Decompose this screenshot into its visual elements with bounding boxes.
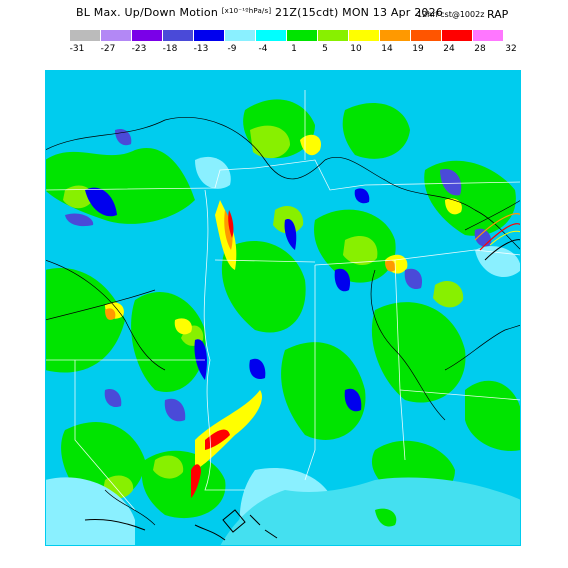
legend-tick-label: 1 — [291, 44, 297, 54]
title-units: [x10⁻¹ºhPa/s] — [221, 7, 272, 15]
gulf-cell — [375, 508, 397, 527]
legend-swatch — [287, 30, 317, 41]
legend-swatch — [380, 30, 410, 41]
legend-tick-label: -31 — [69, 44, 85, 54]
forecast-map — [45, 70, 521, 546]
state-boundaries — [45, 90, 521, 511]
contour-lines — [45, 117, 521, 526]
map-title: BL Max. Up/Down Motion [x10⁻¹ºhPa/s] 21Z… — [76, 6, 443, 19]
legend-ticks: -31 -27 -23 -18 -13 -9 -4 1 5 10 14 19 24 28 32 — [0, 44, 568, 56]
title-prefix: BL Max. Up/Down Motion — [76, 6, 219, 19]
legend-swatch — [473, 30, 503, 41]
title-run: 21Z(15cdt) MON 13 Apr 2026 — [274, 6, 444, 19]
downward-motion-cells — [65, 128, 492, 422]
legend-swatch — [132, 30, 162, 41]
legend-tick-label: 24 — [443, 44, 455, 54]
legend-swatch — [349, 30, 379, 41]
legend-tick-label: -13 — [193, 44, 209, 54]
legend-tick-label: 19 — [412, 44, 424, 54]
legend-tick-label: 5 — [322, 44, 328, 54]
legend-swatch — [256, 30, 286, 41]
legend-swatch — [70, 30, 100, 41]
legend-tick-label: 32 — [505, 44, 517, 54]
legend-swatch — [194, 30, 224, 41]
legend-swatch — [442, 30, 472, 41]
legend-tick-label: 28 — [474, 44, 486, 54]
model-info: 12hrFcst@1002z RAP — [417, 8, 508, 21]
forecast-label: 12hrFcst@1002z — [417, 10, 485, 19]
legend-swatch — [225, 30, 255, 41]
model-name: RAP — [486, 8, 509, 21]
legend-tick-label: -18 — [162, 44, 178, 54]
gulf-water — [220, 477, 521, 546]
map-border — [45, 70, 521, 546]
coastline-features — [84, 509, 278, 541]
legend-swatch — [318, 30, 348, 41]
legend-swatch — [101, 30, 131, 41]
legend-tick-label: -27 — [100, 44, 116, 54]
legend-tick-label: -4 — [258, 44, 268, 54]
legend-tick-label: 14 — [381, 44, 393, 54]
legend-tick-label: 10 — [350, 44, 362, 54]
strong-contours — [474, 213, 521, 261]
legend-tick-label: -9 — [227, 44, 237, 54]
title-bar: BL Max. Up/Down Motion [x10⁻¹ºhPa/s] 21Z… — [0, 6, 568, 22]
legend-swatch — [163, 30, 193, 41]
legend-tick-label: -23 — [131, 44, 147, 54]
map-svg — [45, 70, 521, 546]
legend-swatch — [411, 30, 441, 41]
color-legend — [70, 30, 504, 41]
